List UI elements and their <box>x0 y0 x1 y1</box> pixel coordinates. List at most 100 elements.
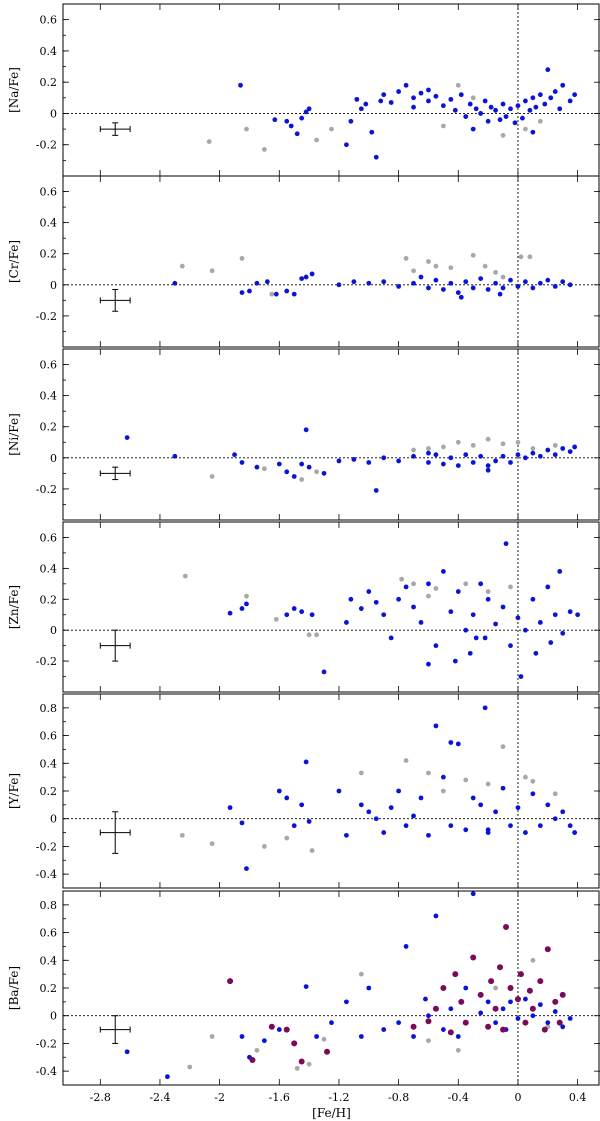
data-point <box>537 823 543 829</box>
data-point <box>470 460 476 465</box>
y-tick-label: -0.4 <box>36 868 57 881</box>
data-point <box>244 126 249 132</box>
data-point <box>396 89 402 94</box>
data-point <box>455 290 461 295</box>
data-point <box>366 460 372 465</box>
y-tick-label: -0.2 <box>36 139 57 152</box>
data-point <box>452 658 458 664</box>
data-point <box>303 984 309 990</box>
data-point <box>482 98 488 104</box>
data-point <box>552 1009 558 1014</box>
data-point <box>530 1013 536 1019</box>
data-point <box>470 612 476 618</box>
error-bar <box>99 466 131 481</box>
data-point <box>187 1064 193 1070</box>
data-point <box>523 774 528 780</box>
data-point <box>388 635 394 641</box>
data-point <box>497 117 503 123</box>
data-point <box>358 106 364 112</box>
data-point <box>268 1023 275 1030</box>
data-point <box>440 1027 446 1032</box>
data-point <box>485 596 491 602</box>
data-point <box>567 823 573 829</box>
data-point <box>526 987 533 994</box>
data-point <box>537 453 543 459</box>
data-point <box>411 1034 416 1039</box>
data-point <box>366 589 372 594</box>
data-point <box>373 599 379 605</box>
panel-1: -0.2 0 0.2 0.4 0.6 [Na/Fe] <box>7 3 600 177</box>
data-point <box>552 612 558 618</box>
data-point <box>482 635 488 641</box>
data-point <box>530 285 536 291</box>
data-point <box>463 985 469 991</box>
data-point <box>294 131 300 137</box>
data-point <box>552 998 559 1005</box>
data-point <box>527 107 533 113</box>
data-point <box>493 280 498 286</box>
data-point <box>418 274 424 280</box>
data-point <box>448 455 454 461</box>
data-point <box>537 280 543 286</box>
data-point <box>567 609 573 615</box>
data-point <box>493 269 498 275</box>
plot-frame <box>62 521 600 693</box>
data-point <box>530 129 536 135</box>
data-point <box>249 1057 256 1064</box>
y-tick-label: 0.4 <box>40 954 58 967</box>
y-tick-label: 0.4 <box>40 45 58 58</box>
data-point <box>463 279 469 285</box>
data-point <box>572 92 578 98</box>
data-point <box>179 263 185 269</box>
data-point <box>537 620 543 625</box>
data-point <box>381 455 387 461</box>
shared-x-axis: -2.8 -2.4 -2 -1.6 -1.2 -0.8 -0.4 0 0.4 <box>90 1091 587 1104</box>
data-point <box>358 1034 364 1039</box>
data-point <box>533 650 539 656</box>
data-point <box>515 452 521 458</box>
data-point <box>410 1023 417 1030</box>
data-point <box>503 114 509 119</box>
data-point <box>291 606 297 611</box>
data-point <box>358 802 364 808</box>
data-point <box>363 101 369 107</box>
data-point <box>358 770 364 776</box>
data-point <box>418 90 424 96</box>
data-point <box>209 474 215 479</box>
data-point <box>523 455 528 461</box>
panel-5: -0.4 -0.2 0 0.2 0.4 0.6 0.8 [Y/Fe] <box>7 693 600 889</box>
data-point <box>463 114 469 119</box>
data-point <box>485 463 491 468</box>
data-point <box>500 285 506 291</box>
data-point <box>264 279 270 285</box>
x-tick-label: 0 <box>514 1091 521 1104</box>
data-point <box>179 832 185 838</box>
data-point <box>493 621 498 627</box>
data-point <box>373 154 379 160</box>
data-point <box>560 446 566 451</box>
y-axis-label: [Y/Fe] <box>7 773 21 809</box>
data-point <box>358 971 364 977</box>
data-point <box>238 82 243 88</box>
data-point <box>567 449 573 454</box>
data-point <box>306 632 312 638</box>
data-point <box>209 268 215 274</box>
data-point <box>272 117 278 123</box>
data-point <box>303 427 309 433</box>
panel-2: -0.2 0 0.2 0.4 0.6 [Cr/Fe] <box>7 175 600 348</box>
data-point <box>314 137 319 143</box>
data-point <box>348 596 354 602</box>
data-point <box>572 830 578 835</box>
panel-3: -0.2 0 0.2 0.4 0.6 [Ni/Fe] <box>7 348 600 521</box>
data-point <box>497 291 503 297</box>
data-point <box>440 444 446 450</box>
error-bar <box>99 288 131 312</box>
data-point <box>552 89 558 94</box>
data-point <box>544 946 551 953</box>
data-point <box>291 823 297 829</box>
data-point <box>493 985 498 991</box>
data-point <box>485 287 491 292</box>
data-point <box>396 1020 402 1026</box>
data-point <box>411 268 416 274</box>
data-point <box>523 279 528 285</box>
